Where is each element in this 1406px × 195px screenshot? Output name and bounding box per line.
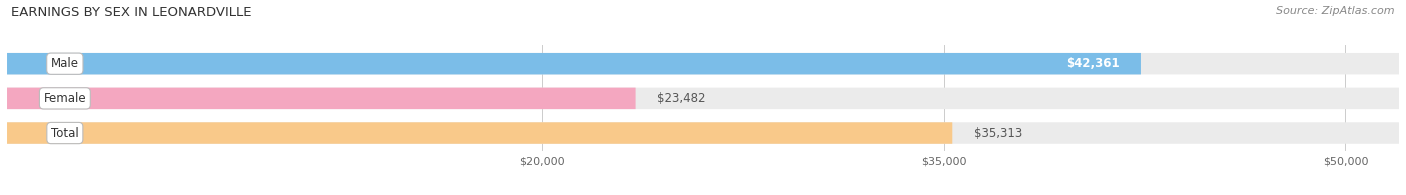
- Text: Male: Male: [51, 57, 79, 70]
- FancyBboxPatch shape: [7, 53, 1140, 74]
- Text: $42,361: $42,361: [1066, 57, 1119, 70]
- Text: Female: Female: [44, 92, 86, 105]
- FancyBboxPatch shape: [7, 53, 1399, 74]
- FancyBboxPatch shape: [7, 122, 1399, 144]
- FancyBboxPatch shape: [7, 122, 952, 144]
- Text: $35,313: $35,313: [974, 127, 1022, 140]
- Text: Total: Total: [51, 127, 79, 140]
- FancyBboxPatch shape: [7, 88, 636, 109]
- Text: $23,482: $23,482: [657, 92, 706, 105]
- FancyBboxPatch shape: [7, 88, 1399, 109]
- Text: Source: ZipAtlas.com: Source: ZipAtlas.com: [1277, 6, 1395, 16]
- Text: EARNINGS BY SEX IN LEONARDVILLE: EARNINGS BY SEX IN LEONARDVILLE: [11, 6, 252, 19]
